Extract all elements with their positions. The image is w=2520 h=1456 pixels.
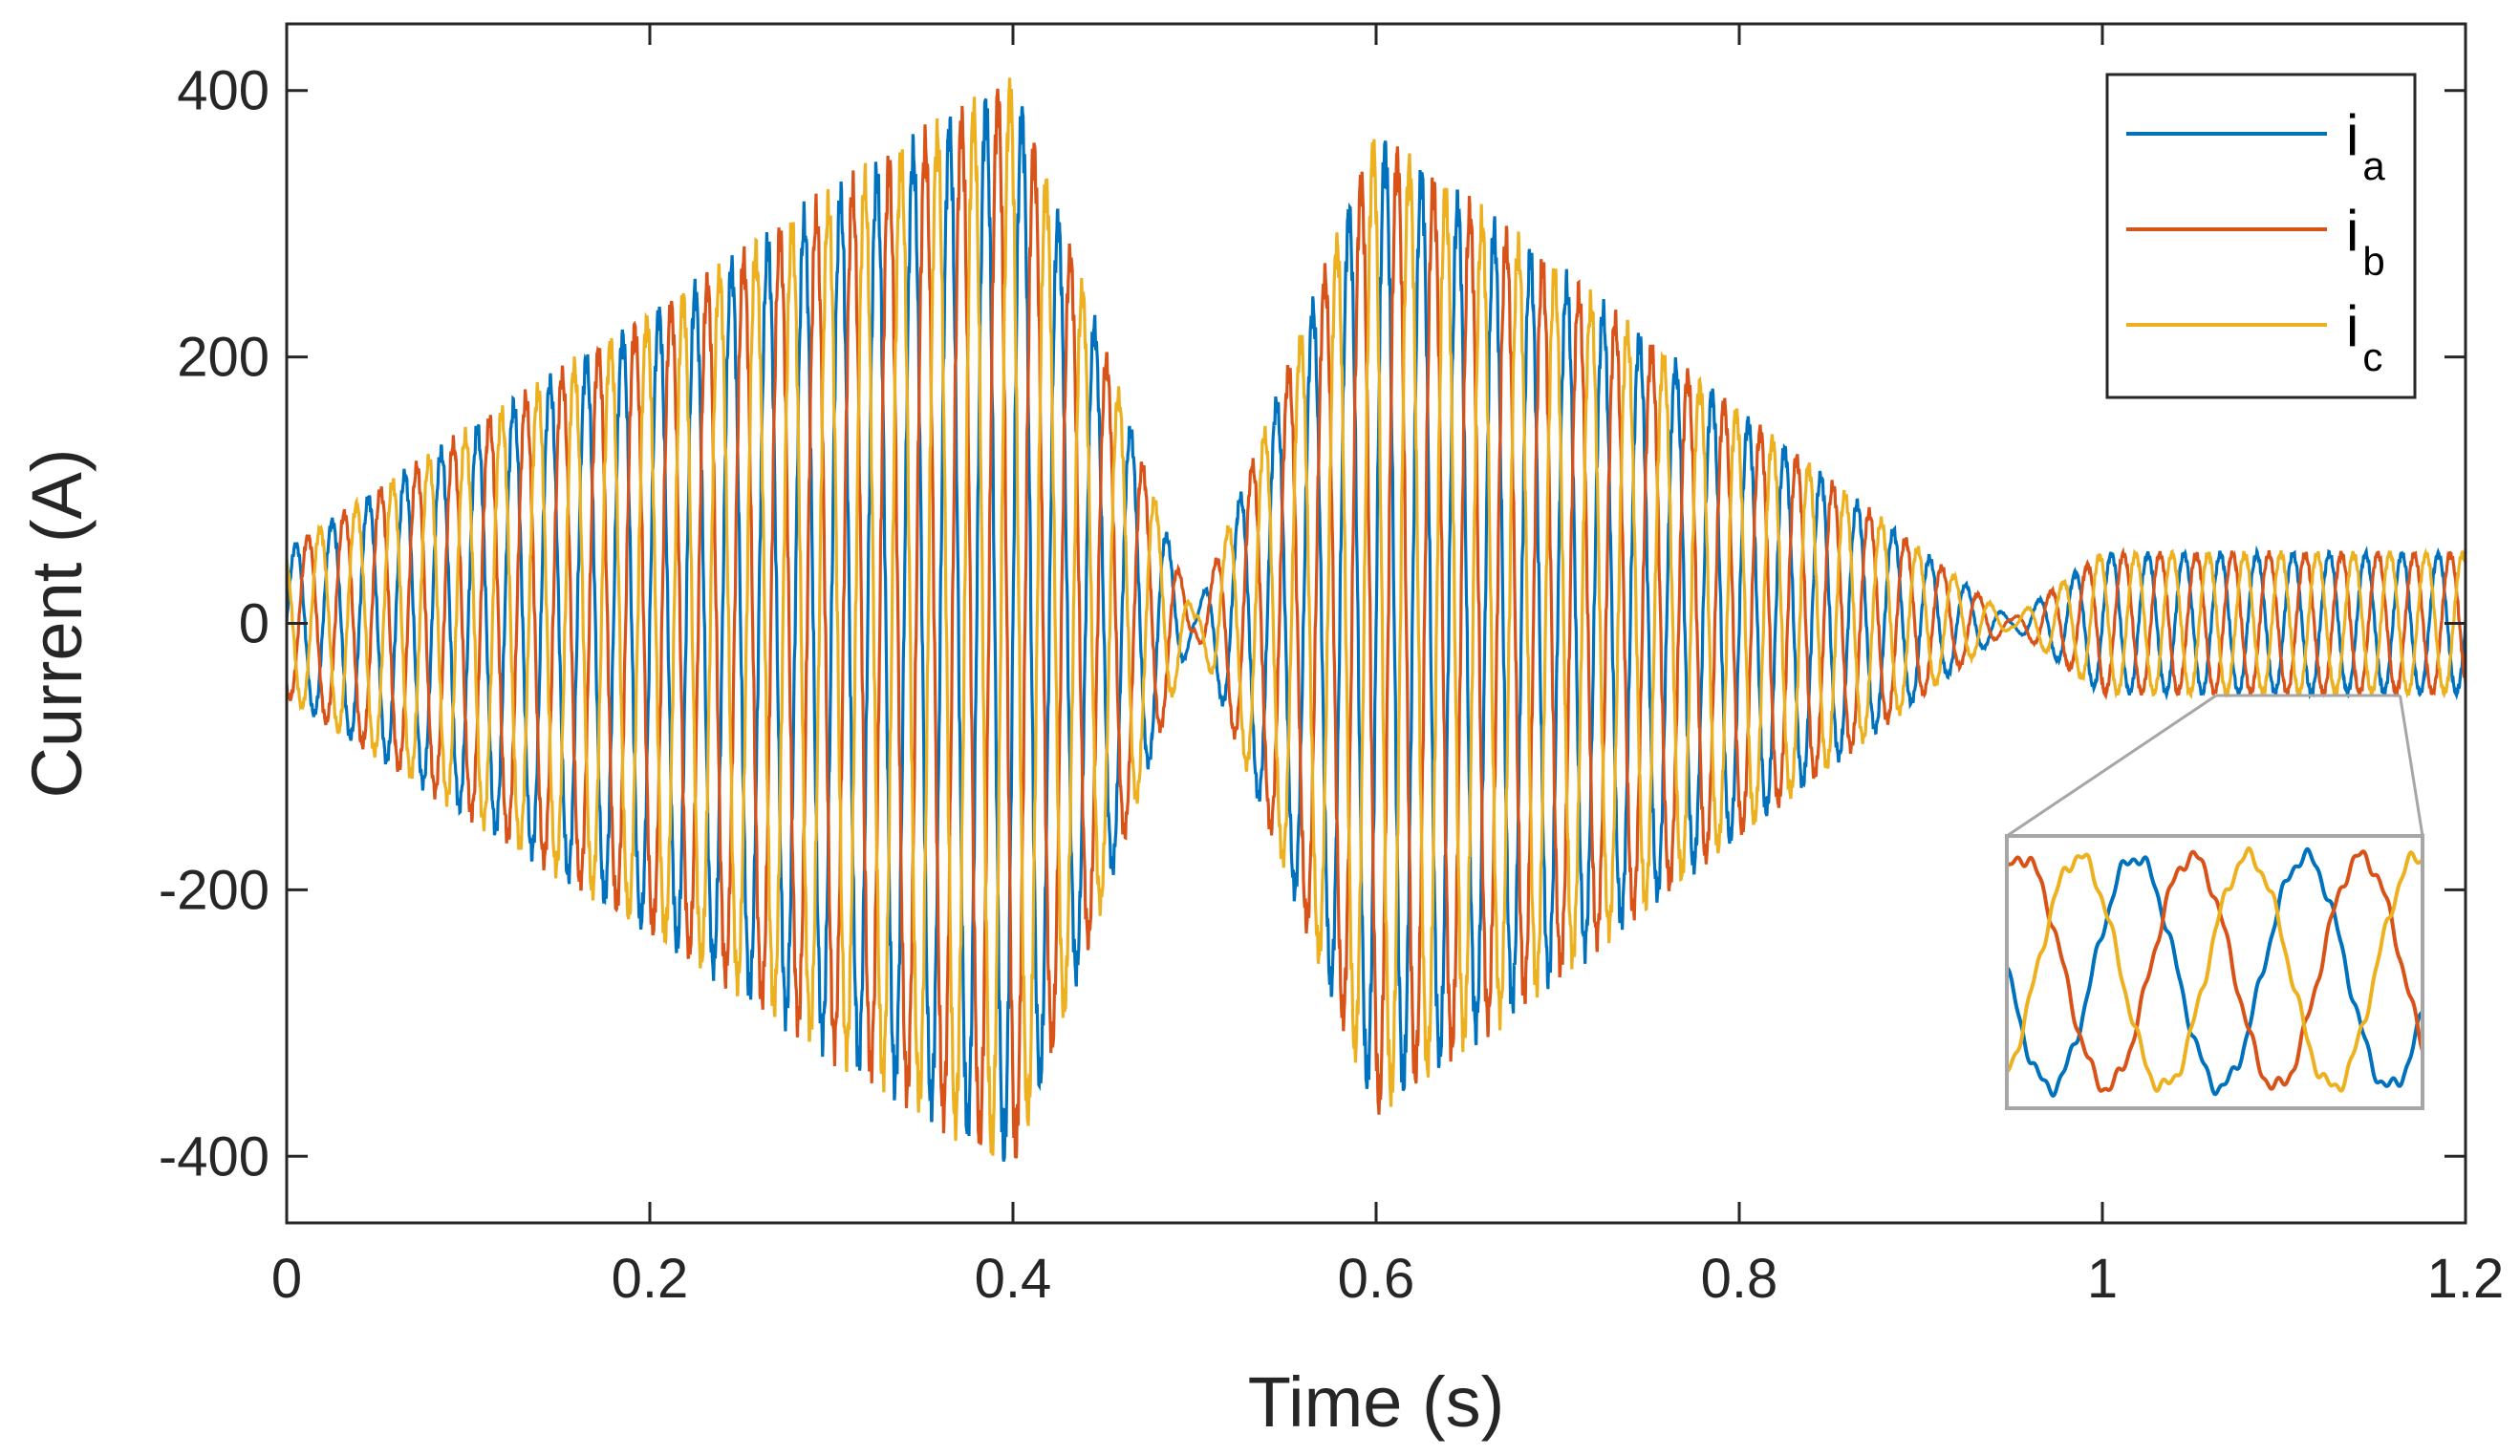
x-tick-label: 1.2 [2427, 1248, 2505, 1310]
inset-series-line-ia [2009, 846, 2421, 1099]
x-tick-label: 1 [2087, 1248, 2118, 1310]
inset-connector-left [2006, 694, 2217, 838]
inset-layer [2005, 694, 2424, 1110]
legend-box [2105, 73, 2417, 399]
legend: ia ib ic [2105, 73, 2417, 399]
y-tick-label: 200 [177, 327, 269, 389]
legend-label-ib: ib [2346, 199, 2385, 284]
inset-series-line-ib [2009, 849, 2421, 1093]
legend-label-ic: ic [2346, 294, 2382, 379]
y-tick-label: 400 [177, 60, 269, 122]
x-axis-label: Time (s) [1248, 1362, 1505, 1442]
x-tick-label: 0 [271, 1248, 302, 1310]
y-tick-label: -200 [159, 859, 269, 921]
ticks-layer: 0 0.2 0.4 0.6 0.8 1 1.2 -400 -200 0 200 400 [159, 24, 2504, 1310]
legend-label-ia: ia [2346, 103, 2385, 188]
y-tick-label: -400 [159, 1125, 269, 1188]
series-line-ic [287, 77, 2466, 1156]
x-tick-label: 0.6 [1338, 1248, 1415, 1310]
x-tick-label: 0.2 [612, 1248, 689, 1310]
inset-waveforms [2009, 846, 2421, 1099]
series-line-ib [287, 88, 2466, 1159]
series-line-ia [287, 97, 2466, 1162]
inset-series-line-ic [2009, 846, 2421, 1093]
inset-connector-right [2399, 695, 2424, 837]
waveform-layer [287, 77, 2466, 1162]
x-tick-label: 0.8 [1701, 1248, 1778, 1310]
inset-frame [2005, 834, 2424, 1110]
y-axis-label: Current (A) [17, 449, 97, 799]
y-tick-label: 0 [239, 593, 269, 655]
x-tick-label: 0.4 [975, 1248, 1052, 1310]
